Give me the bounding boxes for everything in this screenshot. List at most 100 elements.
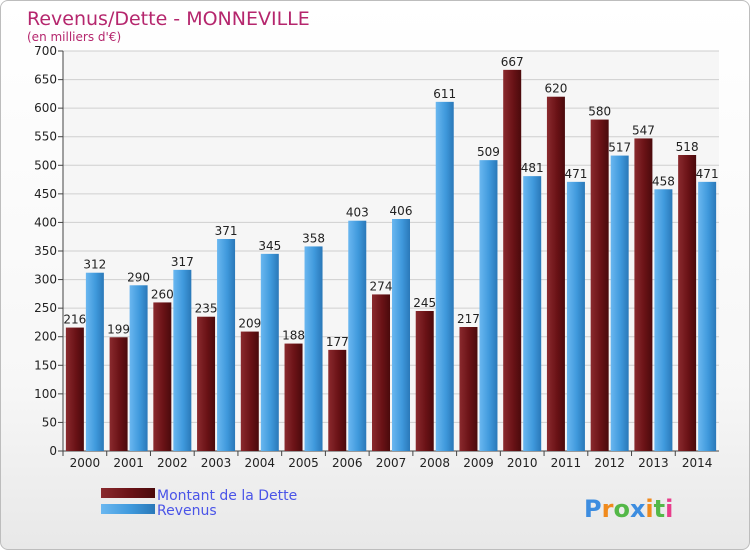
bar-revenus [217,239,236,451]
bar-dette [459,327,478,451]
y-tick-label: 700 [34,44,57,58]
legend-label-revenus: Revenus [157,503,217,519]
x-tick-label: 2001 [113,456,144,470]
bar-dette [109,337,128,451]
bar-dette [634,138,653,451]
data-label: 403 [346,206,369,220]
x-tick-label: 2005 [288,456,319,470]
tick-labels: 0 50 100 150 200 250 300 350 400 450 500 550 600 650 7… [34,44,712,470]
data-label: 667 [501,55,524,69]
data-label: 177 [326,335,349,349]
bar-revenus [173,269,192,451]
y-tick-label: 200 [34,330,57,344]
bar-revenus [435,101,454,451]
bar-dette [546,96,565,451]
data-label: 188 [282,329,305,343]
data-label: 290 [127,270,150,284]
data-label: 518 [676,140,699,154]
data-label: 209 [238,317,261,331]
bar-revenus [698,181,717,451]
data-label: 358 [302,231,325,245]
data-label: 235 [195,302,218,316]
data-label: 611 [433,87,456,101]
x-tick-label: 2012 [594,456,625,470]
x-tick-label: 2007 [376,456,407,470]
bar-dette [284,343,303,451]
data-label: 317 [171,255,194,269]
x-tick-label: 2010 [507,456,538,470]
data-label: 471 [696,167,719,181]
data-label: 199 [107,322,130,336]
proxiti-logo: Proxiti [584,495,673,523]
bar-revenus [566,181,585,451]
bar-dette [503,69,522,451]
bar-revenus [304,246,323,451]
data-label: 312 [83,258,106,272]
x-tick-label: 2011 [551,456,582,470]
y-tick-label: 300 [34,273,57,287]
bar-dette [240,331,259,451]
bar-dette [590,119,609,452]
y-tick-label: 400 [34,215,57,229]
data-label: 217 [457,312,480,326]
bar-dette [153,302,172,451]
bar-revenus [610,155,629,452]
bars [65,69,717,452]
bar-revenus [392,219,410,451]
data-label: 547 [632,123,655,137]
x-tick-label: 2009 [463,456,494,470]
data-label: 260 [151,287,174,301]
x-tick-label: 2006 [332,456,363,470]
bar-revenus [348,220,367,451]
y-tick-label: 50 [42,415,57,429]
bar-revenus [654,189,673,452]
legend-label-debt: Montant de la Dette [157,488,297,504]
data-label: 371 [215,224,238,238]
bar-revenus [85,272,104,451]
bar-dette [372,294,390,451]
x-tick-label: 2008 [419,456,450,470]
y-tick-label: 150 [34,358,57,372]
bar-revenus [479,160,498,451]
data-label: 509 [477,145,500,159]
legend-swatch-revenus [101,504,155,514]
data-label: 345 [258,239,281,253]
data-label: 274 [370,279,393,293]
bar-revenus [260,253,279,451]
data-label: 245 [413,296,436,310]
legend: Montant de la Dette Revenus [101,488,297,519]
y-tick-label: 100 [34,387,57,401]
data-label: 458 [652,174,675,188]
legend-swatch-debt [101,488,155,498]
x-tick-label: 2004 [245,456,276,470]
data-label: 216 [63,313,86,327]
x-tick-label: 2013 [638,456,669,470]
x-tick-label: 2002 [157,456,188,470]
bar-revenus [129,285,148,451]
data-label: 481 [521,161,544,175]
y-tick-label: 350 [34,244,57,258]
bar-revenus [523,176,542,451]
y-tick-label: 500 [34,158,57,172]
y-tick-label: 600 [34,101,57,115]
y-tick-label: 550 [34,130,57,144]
y-tick-label: 650 [34,73,57,87]
bar-dette [415,311,434,451]
data-label: 471 [564,167,587,181]
bar-dette [328,349,347,451]
data-label: 580 [588,105,611,119]
bar-dette [65,327,84,451]
x-tick-label: 2003 [201,456,232,470]
gridlines [63,50,719,452]
chart-subtitle: (en milliers d'€) [27,30,121,44]
y-tick-label: 0 [49,444,57,458]
data-label: 517 [608,141,631,155]
data-label: 620 [544,82,567,96]
data-label: 406 [390,204,413,218]
bar-dette [197,316,216,451]
x-tick-label: 2014 [682,456,713,470]
axes [58,50,719,456]
chart-title: Revenus/Dette - MONNEVILLE [27,8,310,30]
